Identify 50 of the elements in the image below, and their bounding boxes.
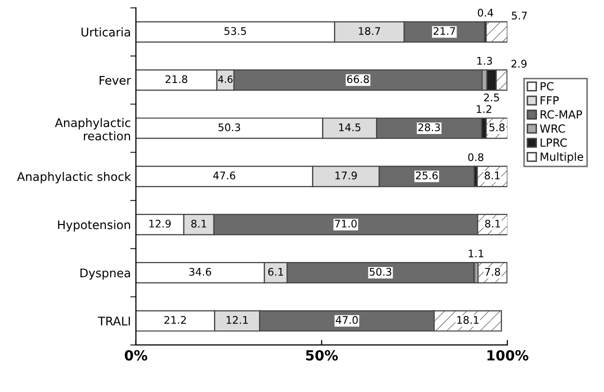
data-label: 18.7 [358,27,380,35]
data-label: 50.3 [218,123,240,132]
data-label: 21.2 [164,316,186,324]
data-label: 4.6 [218,76,233,83]
data-label: 28.3 [418,123,440,132]
y-tick-label: Urticaria [82,27,130,37]
data-label: 1.3 [477,56,492,65]
data-label: 21.8 [166,75,188,84]
legend-label: FFP [540,96,559,104]
data-label: 18.1 [457,316,478,324]
data-label: 0.8 [468,153,484,162]
data-label: 25.6 [416,172,438,180]
data-label: 8.1 [191,220,206,228]
data-label: 5.7 [512,12,527,20]
y-tick-label: Dyspnea [80,268,130,280]
x-tick-label: 50% [306,350,338,361]
data-label: 34.6 [189,268,212,276]
y-tick-label: TRALI [98,316,130,326]
data-label: 0.4 [478,8,494,17]
legend-label: Multiple [540,152,584,164]
x-tick-label: 0% [124,350,148,361]
y-tick-label: Fever [100,76,132,85]
data-label: 12.1 [226,316,248,324]
data-label: 50.3 [370,268,392,276]
legend-label: RC-MAP [540,110,582,119]
legend-label: PC [540,82,554,90]
data-label: 21.7 [434,27,456,35]
data-label: 47.6 [213,172,236,180]
y-tick-label: Anaphylactic shock [17,172,132,184]
legend-label: LPRC [540,138,567,147]
data-label: 5.8 [489,123,505,132]
data-label: 12.9 [149,220,171,228]
data-label: 17.9 [336,172,357,180]
data-label: 1.1 [468,250,484,258]
data-label: 2.9 [511,60,527,68]
y-tick-label: Hypotension [58,220,130,232]
data-label: 1.2 [476,105,492,113]
data-label: 8.1 [485,220,500,228]
data-label: 66.8 [347,75,369,84]
data-label: 8.1 [484,172,500,180]
data-label: 71.0 [335,220,357,228]
data-label: 6.1 [268,268,284,276]
legend-label: WRC [540,124,565,133]
y-tick-label: Anaphylactic reaction [54,118,130,140]
data-label: 14.5 [339,124,360,132]
data-label: 2.5 [484,94,499,102]
data-label: 7.8 [485,268,500,276]
x-tick-label: 100% [487,350,528,361]
data-label: 53.5 [224,27,246,35]
data-label: 47.0 [336,316,358,324]
